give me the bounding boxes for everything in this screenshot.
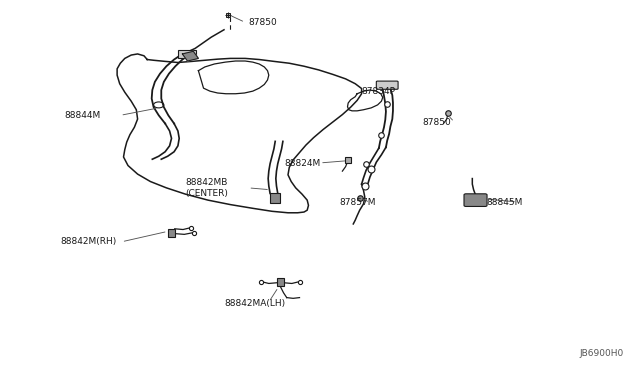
Text: 87850: 87850: [422, 118, 451, 127]
Text: 88844M: 88844M: [64, 111, 100, 120]
Text: 88842MA(LH): 88842MA(LH): [224, 299, 285, 308]
Text: JB6900H0: JB6900H0: [580, 349, 624, 358]
Text: 88824M: 88824M: [285, 159, 321, 168]
Polygon shape: [182, 51, 198, 61]
Text: 88842M(RH): 88842M(RH): [61, 237, 117, 246]
Text: 88845M: 88845M: [486, 198, 523, 207]
Bar: [277, 278, 284, 286]
FancyBboxPatch shape: [464, 194, 487, 206]
Bar: [178, 50, 196, 58]
Text: 87834P: 87834P: [362, 87, 396, 96]
FancyBboxPatch shape: [376, 81, 398, 89]
Bar: [168, 229, 175, 237]
Text: 88842MB
(CENTER): 88842MB (CENTER): [186, 178, 228, 198]
Text: 87850: 87850: [248, 18, 277, 27]
Text: 87857M: 87857M: [339, 198, 376, 207]
Bar: [270, 193, 280, 203]
